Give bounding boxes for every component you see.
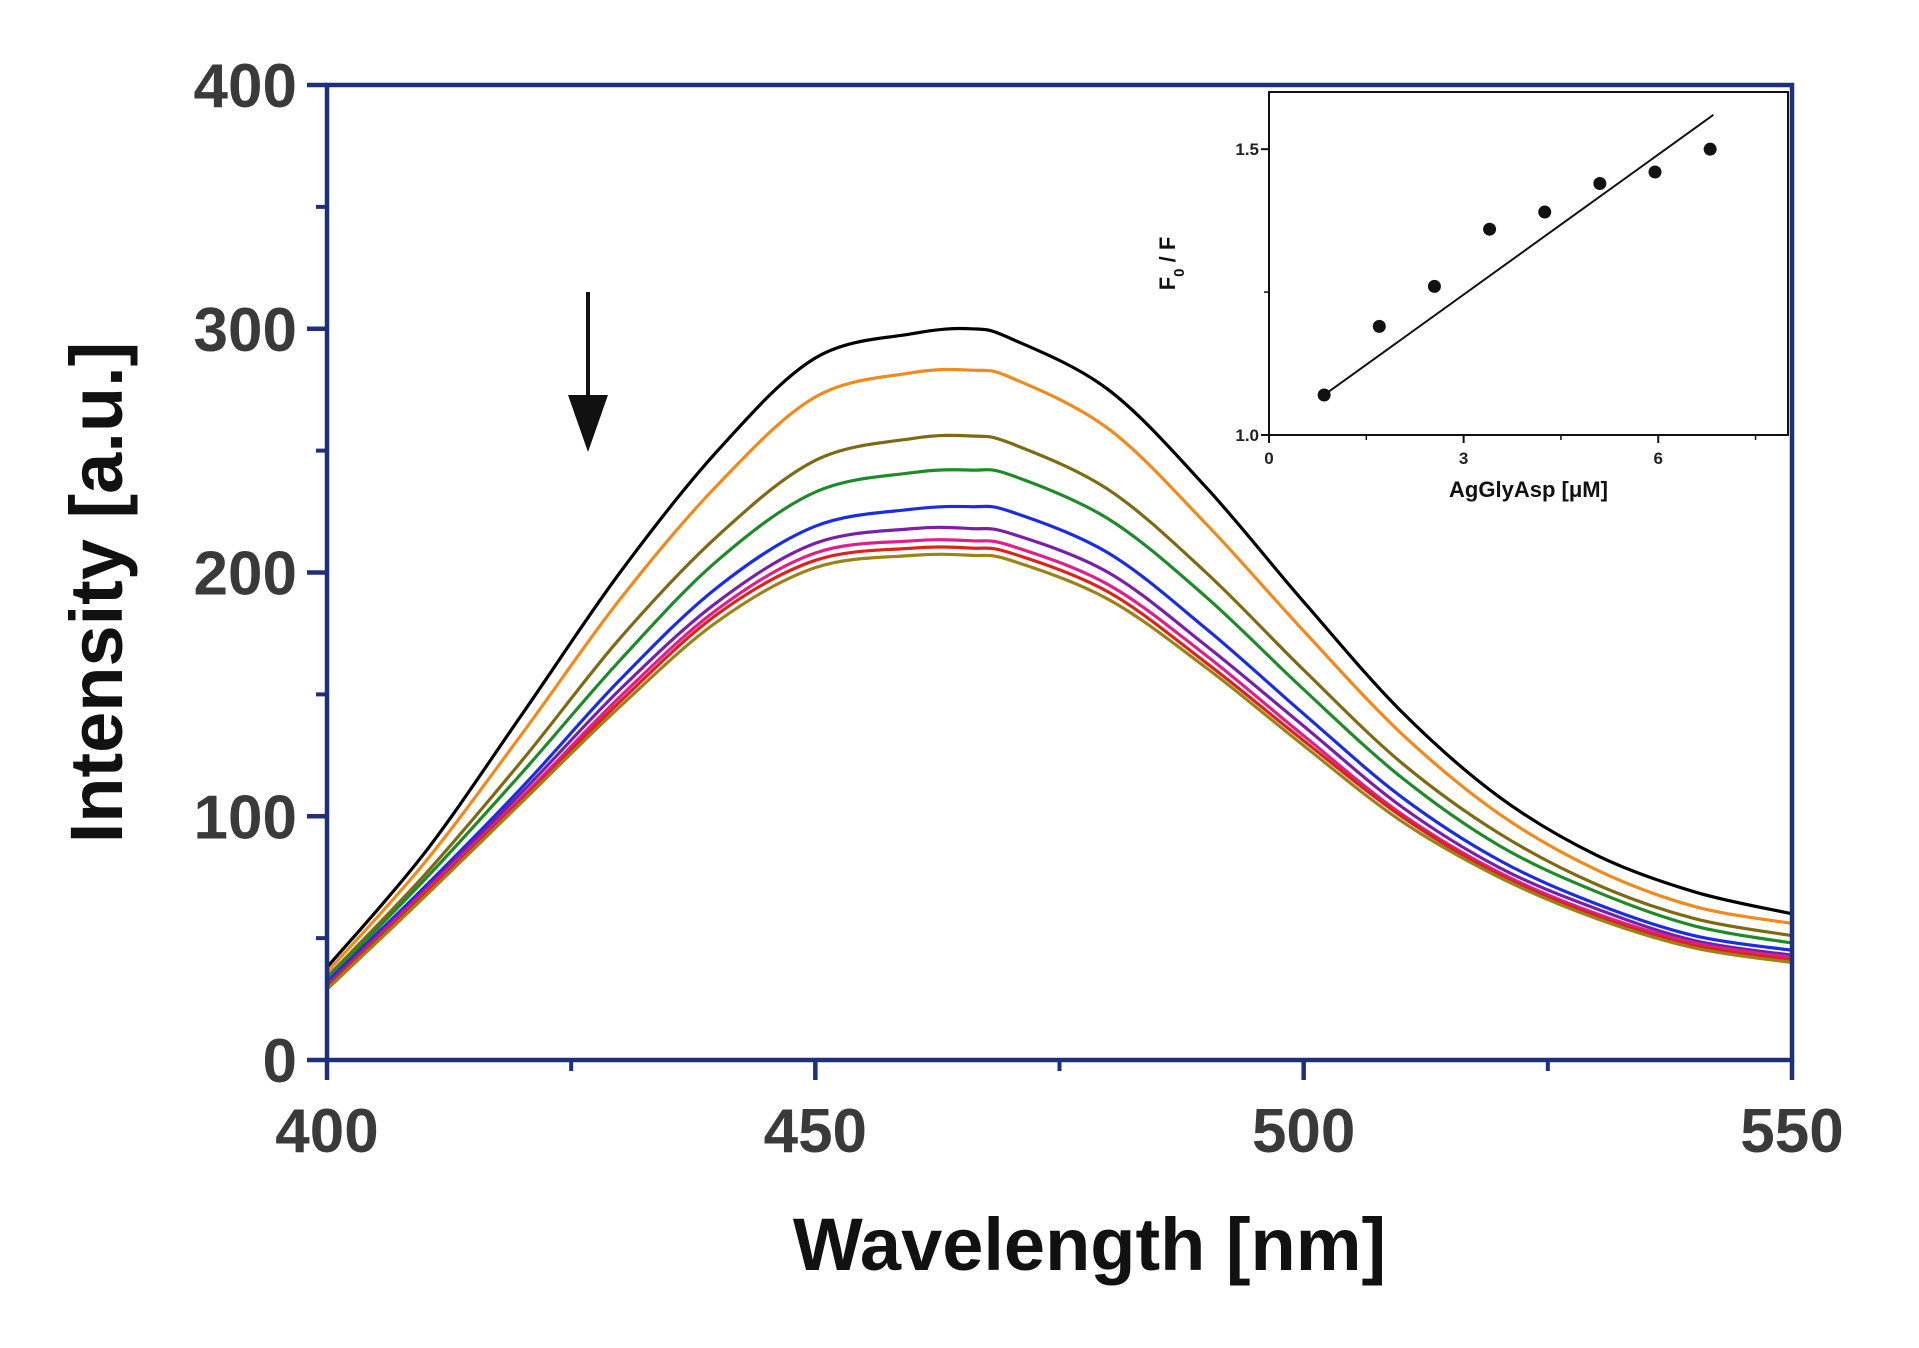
inset-fit-line	[1323, 114, 1714, 396]
series-line-2	[325, 367, 1793, 974]
inset-data-point	[1317, 388, 1331, 402]
inset-x-axis-title: AgGlyAsp [μM]	[1449, 477, 1608, 502]
series-line-7	[325, 538, 1793, 989]
series-line-6	[325, 525, 1793, 986]
x-tick-label: 500	[1252, 1097, 1355, 1166]
series-line-9	[325, 552, 1793, 991]
y-tick-label: 300	[194, 296, 297, 365]
inset-y-tick-label: 1.5	[1235, 140, 1259, 159]
inset-x-tick-label: 0	[1264, 449, 1273, 468]
inset-frame	[1268, 91, 1789, 436]
decrease-arrow-head	[568, 395, 608, 452]
y-axis-title: Intensity [a.u.]	[55, 342, 138, 844]
x-tick-label: 550	[1740, 1097, 1843, 1166]
series-line-3	[325, 433, 1793, 979]
inset-data-point	[1372, 319, 1386, 333]
inset-x-tick-label: 6	[1654, 449, 1663, 468]
y-tick-label: 0	[263, 1027, 297, 1096]
series-line-4	[325, 468, 1793, 981]
inset-y-tick-label: 1.0	[1235, 426, 1259, 445]
inset-data-point	[1483, 222, 1497, 236]
x-tick-label: 450	[764, 1097, 867, 1166]
inset-data-point	[1703, 142, 1717, 156]
y-tick-label: 400	[194, 52, 297, 121]
x-axis-title: Wavelength [nm]	[793, 1203, 1386, 1286]
inset-y-axis-title: F0 / F	[1155, 237, 1188, 291]
inset-y-axis-title-tail: / F	[1155, 237, 1180, 269]
inset-data-point	[1593, 176, 1607, 190]
inset-data-point	[1538, 205, 1552, 219]
inset-data-point	[1427, 279, 1441, 293]
x-tick-label: 400	[275, 1097, 378, 1166]
inset-y-axis-title-main: F	[1155, 277, 1180, 290]
inset-y-axis-title-subscript: 0	[1171, 268, 1188, 276]
y-tick-label: 100	[194, 783, 297, 852]
inset-data-point	[1648, 165, 1662, 179]
series-line-5	[325, 504, 1793, 984]
inset-x-tick-label: 3	[1459, 449, 1468, 468]
series-line-1	[325, 326, 1793, 969]
y-tick-label: 200	[194, 540, 297, 609]
series-group	[325, 326, 1793, 991]
series-line-8	[325, 545, 1793, 989]
